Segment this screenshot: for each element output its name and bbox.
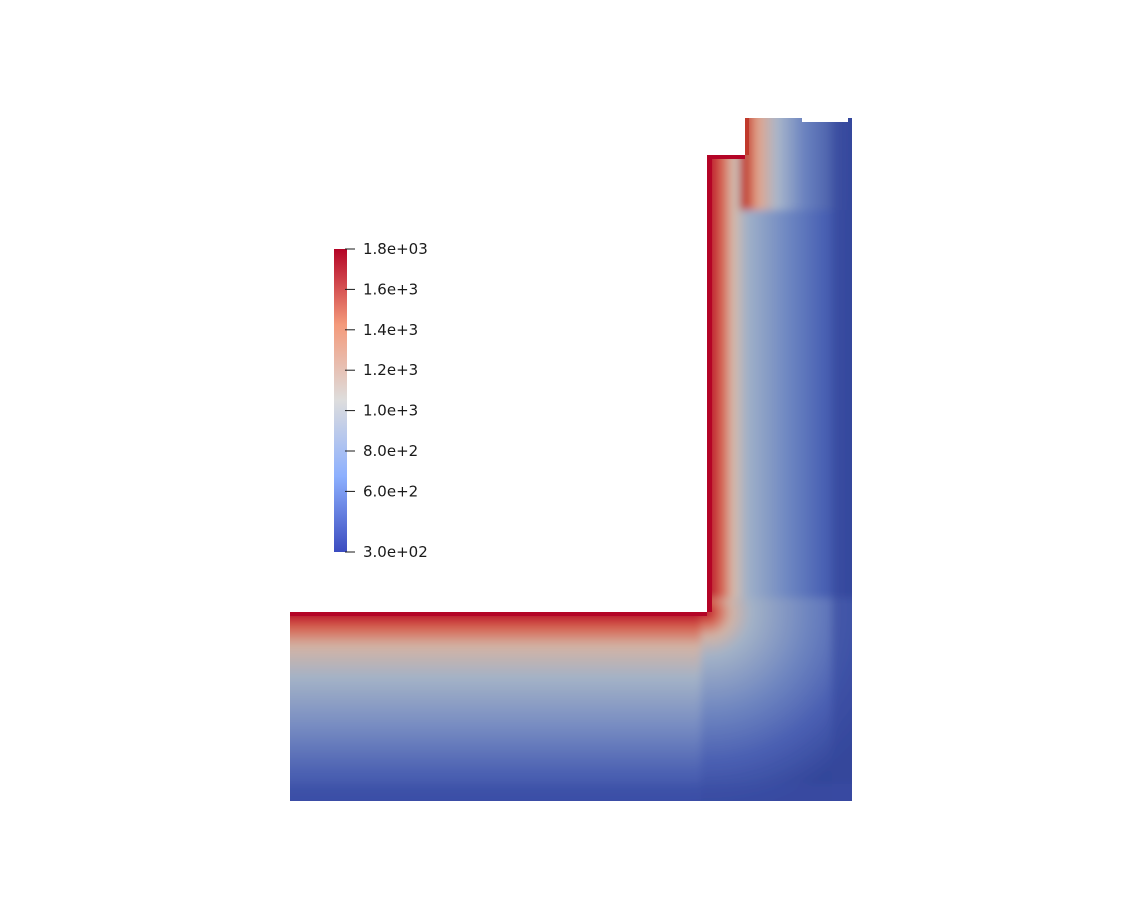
field-horizontal-leg <box>290 606 720 801</box>
colorbar: 1.8e+03 1.6e+3 1.4e+3 1.2e+3 1.0e+3 8.0e+2 6.0… <box>334 240 428 561</box>
colorbar-tick-label: 1.6e+3 <box>363 280 418 298</box>
colorbar-tick-label: 8.0e+2 <box>363 442 418 460</box>
colorbar-tick-label: 1.8e+03 <box>363 240 428 258</box>
colorbar-ramp <box>334 249 347 552</box>
colorbar-tick-label: 1.0e+3 <box>363 402 418 420</box>
colorbar-tick-label: 6.0e+2 <box>363 482 418 500</box>
colorbar-ticks: 1.8e+03 1.6e+3 1.4e+3 1.2e+3 1.0e+3 8.0e+2 6.0… <box>345 240 428 561</box>
colorbar-tick-label: 1.4e+3 <box>363 321 418 339</box>
field-corner <box>701 598 852 801</box>
colorbar-tick-label: 1.2e+3 <box>363 361 418 379</box>
temperature-field <box>290 118 852 801</box>
colorbar-tick-label: 3.0e+02 <box>363 543 428 561</box>
